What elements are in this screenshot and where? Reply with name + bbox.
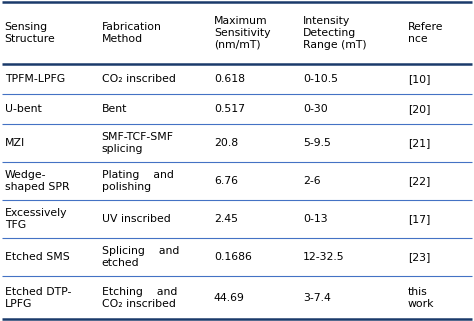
Text: 20.8: 20.8 [214, 138, 238, 148]
Text: [17]: [17] [408, 214, 430, 224]
Text: Refere
nce: Refere nce [408, 22, 443, 44]
Text: 44.69: 44.69 [214, 293, 245, 303]
Text: Intensity
Detecting
Range (mT): Intensity Detecting Range (mT) [303, 16, 367, 49]
Text: 3-7.4: 3-7.4 [303, 293, 331, 303]
Text: [23]: [23] [408, 252, 430, 263]
Text: [20]: [20] [408, 104, 430, 114]
Text: 2-6: 2-6 [303, 176, 321, 186]
Text: [21]: [21] [408, 138, 430, 148]
Text: MZI: MZI [5, 138, 25, 148]
Text: Wedge-
shaped SPR: Wedge- shaped SPR [5, 170, 69, 192]
Text: Plating    and
polishing: Plating and polishing [101, 170, 173, 192]
Text: 0-13: 0-13 [303, 214, 328, 224]
Text: [22]: [22] [408, 176, 430, 186]
Text: 2.45: 2.45 [214, 214, 238, 224]
Text: 0.1686: 0.1686 [214, 252, 252, 263]
Text: Excessively
TFG: Excessively TFG [5, 208, 67, 230]
Text: 0.517: 0.517 [214, 104, 245, 114]
Text: Etched DTP-
LPFG: Etched DTP- LPFG [5, 287, 71, 309]
Text: 0.618: 0.618 [214, 74, 245, 84]
Text: Sensing
Structure: Sensing Structure [5, 22, 55, 44]
Text: U-bent: U-bent [5, 104, 42, 114]
Text: this
work: this work [408, 287, 434, 309]
Text: Maximum
Sensitivity
(nm/mT): Maximum Sensitivity (nm/mT) [214, 16, 270, 49]
Text: Etching    and
CO₂ inscribed: Etching and CO₂ inscribed [101, 287, 177, 309]
Text: [10]: [10] [408, 74, 430, 84]
Text: TPFM-LPFG: TPFM-LPFG [5, 74, 65, 84]
Text: Etched SMS: Etched SMS [5, 252, 70, 263]
Text: 6.76: 6.76 [214, 176, 238, 186]
Text: 0-30: 0-30 [303, 104, 328, 114]
Text: UV inscribed: UV inscribed [101, 214, 170, 224]
Text: 5-9.5: 5-9.5 [303, 138, 331, 148]
Text: SMF-TCF-SMF
splicing: SMF-TCF-SMF splicing [101, 132, 173, 154]
Text: Splicing    and
etched: Splicing and etched [101, 247, 179, 268]
Text: CO₂ inscribed: CO₂ inscribed [101, 74, 175, 84]
Text: Bent: Bent [101, 104, 127, 114]
Text: 0-10.5: 0-10.5 [303, 74, 338, 84]
Text: Fabrication
Method: Fabrication Method [101, 22, 162, 44]
Text: 12-32.5: 12-32.5 [303, 252, 345, 263]
